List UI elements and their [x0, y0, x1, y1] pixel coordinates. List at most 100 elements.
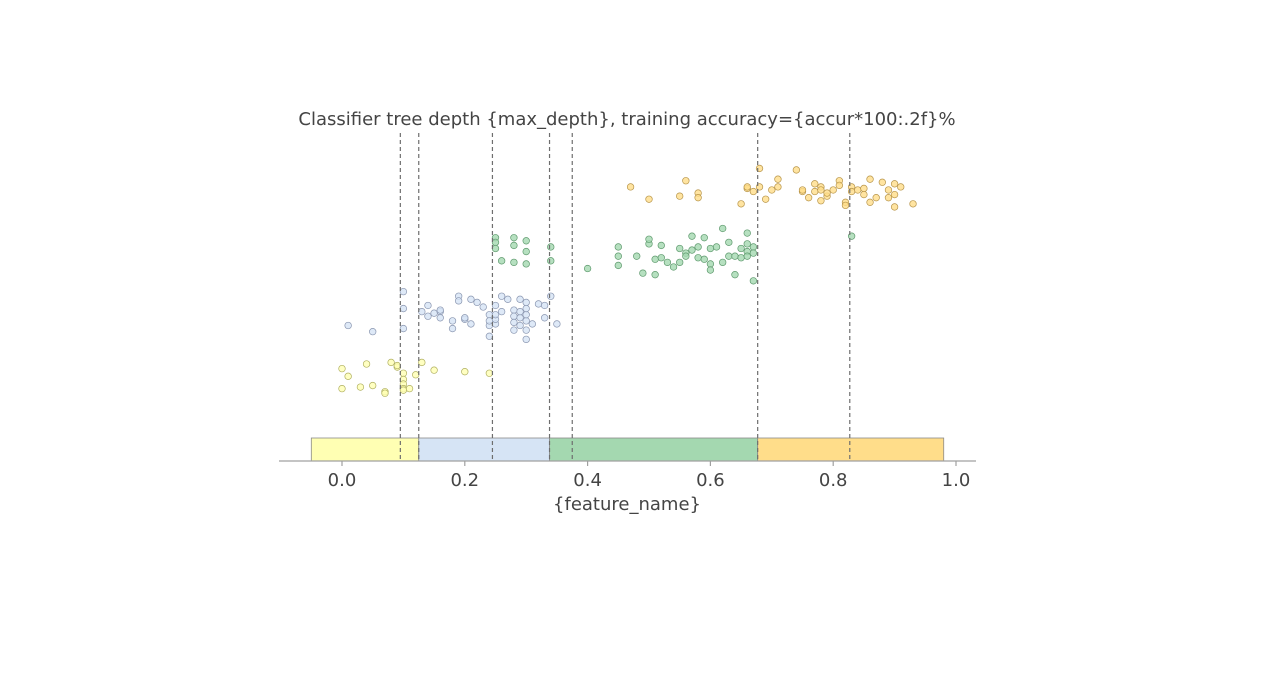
data-point: [485, 332, 494, 340]
data-point: [338, 364, 346, 373]
data-point: [743, 252, 751, 260]
data-point: [749, 249, 758, 257]
data-point: [436, 314, 444, 322]
data-point: [381, 389, 389, 397]
x-tick-label: 1.0: [942, 470, 971, 491]
data-point: [522, 317, 530, 325]
data-point: [516, 314, 524, 322]
data-point: [418, 358, 426, 367]
data-point: [706, 266, 715, 274]
data-point: [516, 307, 524, 316]
x-tick-label: 0.4: [573, 470, 602, 491]
data-point: [719, 224, 727, 233]
data-point: [510, 258, 518, 267]
split-lines: [399, 133, 851, 461]
data-point: [663, 258, 672, 267]
data-point: [706, 244, 715, 253]
data-point: [356, 383, 365, 391]
data-point: [676, 192, 684, 200]
data-point: [804, 194, 813, 202]
data-point: [774, 183, 782, 191]
data-point: [547, 292, 555, 300]
data-point: [725, 238, 733, 246]
data-point: [547, 257, 555, 265]
data-point: [676, 244, 684, 253]
data-point: [547, 243, 555, 251]
data-point: [510, 318, 518, 327]
data-point: [626, 183, 635, 191]
data-point: [872, 194, 880, 202]
data-point: [890, 203, 899, 211]
data-point: [817, 197, 825, 205]
data-point: [485, 311, 494, 319]
x-tick-label: 0.6: [696, 470, 725, 491]
x-tick-label: 0.8: [819, 470, 848, 491]
data-point: [522, 311, 530, 319]
data-point: [897, 183, 905, 191]
data-point: [424, 312, 432, 320]
data-point: [467, 320, 475, 328]
data-point: [694, 243, 702, 251]
data-point: [829, 186, 837, 194]
data-point: [884, 186, 893, 194]
data-point: [682, 177, 690, 185]
data-point: [369, 328, 377, 336]
data-point: [614, 243, 622, 251]
data-point: [344, 372, 352, 380]
data-point: [510, 306, 518, 314]
data-point: [528, 320, 536, 328]
data-point: [749, 277, 758, 285]
data-point: [491, 244, 500, 253]
data-point: [504, 295, 512, 303]
data-point: [436, 306, 444, 314]
data-point: [706, 260, 715, 268]
data-point: [841, 201, 850, 210]
data-point: [522, 260, 530, 268]
data-point: [682, 252, 690, 260]
data-point: [737, 200, 745, 208]
region-segment: [757, 437, 945, 462]
data-point: [510, 326, 518, 334]
data-point: [540, 314, 549, 322]
data-point: [522, 237, 530, 245]
data-point: [522, 247, 530, 256]
data-point: [418, 307, 426, 316]
data-point: [884, 194, 893, 202]
data-point: [700, 255, 708, 263]
region-segment: [549, 437, 759, 462]
data-point: [491, 311, 500, 319]
data-point: [798, 186, 807, 194]
scatter-points: [338, 164, 917, 397]
data-point: [387, 358, 395, 367]
data-point: [878, 178, 886, 186]
data-point: [399, 304, 408, 313]
data-point: [817, 186, 825, 194]
data-point: [700, 234, 708, 242]
data-point: [694, 194, 702, 202]
data-point: [774, 175, 782, 183]
data-point: [669, 263, 678, 271]
data-point: [676, 258, 684, 267]
data-point: [890, 190, 899, 199]
data-point: [614, 252, 622, 260]
data-point: [522, 335, 530, 344]
data-point: [497, 257, 506, 265]
data-point: [510, 241, 518, 250]
data-point: [866, 175, 874, 183]
data-point: [522, 304, 530, 313]
data-point: [485, 369, 494, 377]
data-point: [399, 287, 408, 296]
x-axis-label: {feature_name}: [553, 494, 701, 515]
data-point: [362, 360, 371, 368]
data-point: [614, 261, 622, 270]
region-segment: [418, 437, 550, 462]
data-point: [510, 234, 518, 242]
data-point: [762, 195, 770, 203]
data-point: [866, 198, 874, 206]
data-point: [749, 187, 758, 196]
data-point: [455, 297, 463, 305]
data-point: [731, 252, 739, 260]
data-point: [553, 320, 561, 328]
data-point: [430, 366, 438, 374]
data-point: [497, 307, 506, 316]
